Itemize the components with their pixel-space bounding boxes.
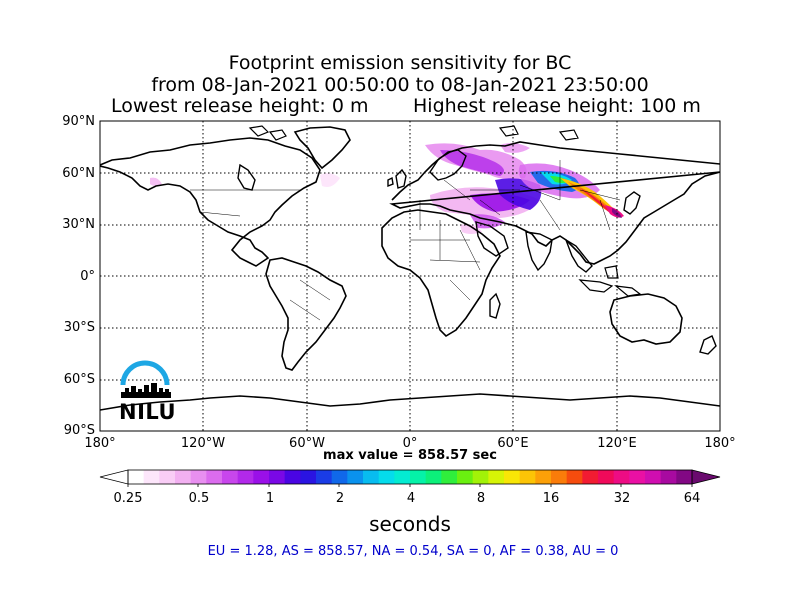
- colorbar-swatch: [159, 470, 176, 484]
- coast-japan: [623, 191, 641, 215]
- colorbar-swatch: [613, 470, 630, 484]
- coast-greenland: [293, 126, 351, 170]
- coast-madagascar: [489, 292, 501, 319]
- coast-australia: [609, 293, 683, 345]
- colorbar-tick-4: 4: [406, 491, 416, 506]
- lat-label-90s: 90°S: [63, 423, 95, 438]
- colorbar-tick-6: 16: [542, 491, 560, 506]
- nilu-logo: [120, 360, 171, 398]
- lat-label-90n: 90°N: [62, 114, 95, 129]
- colorbar-swatch: [253, 470, 270, 484]
- colorbar-swatch: [363, 470, 380, 484]
- colorbar-tick-3: 2: [335, 491, 345, 506]
- colorbar-swatch: [660, 470, 677, 484]
- colorbar-swatch: [300, 470, 317, 484]
- max-value-label: max value = 858.57 sec: [323, 448, 497, 463]
- lat-label-30n: 30°N: [62, 217, 95, 232]
- colorbar-swatch: [284, 470, 301, 484]
- lon-label-180w: 180°: [84, 436, 116, 451]
- coastlines: [100, 125, 720, 411]
- colorbar-swatch: [128, 470, 145, 484]
- colorbar-tick-8: 64: [683, 491, 701, 506]
- colorbar-swatch: [551, 470, 568, 484]
- lon-label-120e: 120°E: [597, 436, 637, 451]
- colorbar-swatch: [457, 470, 474, 484]
- colorbar-swatch: [629, 470, 646, 484]
- lat-label-30s: 30°S: [63, 320, 95, 335]
- coast-arctic-islands: [248, 125, 579, 141]
- colorbar-swatch: [378, 470, 395, 484]
- lowest-release-height: Lowest release height: 0 m: [111, 95, 369, 117]
- coast-scandinavia: [429, 149, 467, 181]
- lon-label-0: 0°: [402, 436, 418, 451]
- colorbar-swatch: [410, 470, 427, 484]
- colorbar-swatch: [206, 470, 223, 484]
- coast-india: [525, 231, 553, 272]
- colorbar-swatch: [488, 470, 505, 484]
- highest-release-height: Highest release height: 100 m: [413, 95, 701, 117]
- lat-label-60s: 60°S: [63, 372, 95, 387]
- colorbar-swatch: [237, 470, 254, 484]
- coast-british-isles: [387, 168, 407, 189]
- colorbar-swatch: [504, 470, 521, 484]
- lat-label-60n: 60°N: [62, 166, 95, 181]
- coast-arabia: [475, 221, 509, 257]
- colorbar-swatch: [316, 470, 333, 484]
- colorbar-swatch: [190, 470, 207, 484]
- colorbar-max-arrow-icon: [691, 469, 721, 485]
- colorbar-swatch: [394, 470, 411, 484]
- colorbar-swatch: [472, 470, 489, 484]
- colorbar-swatch: [535, 470, 552, 484]
- colorbar-tick-2: 1: [265, 491, 275, 506]
- colorbar-swatch: [582, 470, 599, 484]
- colorbar-min-arrow-icon: [99, 469, 129, 485]
- colorbar-swatch: [519, 470, 536, 484]
- logo-arc-icon: [120, 360, 170, 386]
- colorbar-swatch: [269, 470, 286, 484]
- title-line-2: from 08-Jan-2021 00:50:00 to 08-Jan-2021…: [151, 74, 649, 96]
- colorbar: [99, 469, 721, 487]
- coast-north-america: [100, 137, 321, 267]
- colorbar-tick-7: 32: [613, 491, 631, 506]
- colorbar-swatch: [676, 470, 693, 484]
- colorbar-swatch: [441, 470, 458, 484]
- coast-africa: [381, 209, 501, 338]
- coast-antarctica: [100, 393, 720, 411]
- colorbar-swatch: [143, 470, 160, 484]
- colorbar-tick-1: 0.5: [188, 491, 210, 506]
- coast-new-zealand: [699, 335, 717, 355]
- logo-skyline-icon: [121, 383, 171, 398]
- lat-label-0: 0°: [80, 269, 95, 284]
- colorbar-swatch: [175, 470, 192, 484]
- nilu-logo-text: NILU: [119, 400, 177, 424]
- colorbar-units: seconds: [369, 512, 451, 536]
- lon-label-60e: 60°E: [497, 436, 529, 451]
- colorbar-swatch: [645, 470, 662, 484]
- lon-label-180e: 180°: [704, 436, 736, 451]
- colorbar-swatch: [598, 470, 615, 484]
- coast-indonesia: [578, 265, 642, 297]
- coast-se-asia: [564, 238, 593, 273]
- colorbar-swatch: [566, 470, 583, 484]
- colorbar-swatch: [425, 470, 442, 484]
- colorbar-tick-0: 0.25: [113, 491, 143, 506]
- colorbar-swatch: [331, 470, 348, 484]
- lon-label-120w: 120°W: [180, 436, 226, 451]
- title-line-1: Footprint emission sensitivity for BC: [228, 52, 572, 74]
- country-borders: [190, 160, 621, 321]
- lon-label-60w: 60°W: [289, 436, 325, 451]
- coast-south-america: [265, 257, 347, 371]
- colorbar-swatch: [347, 470, 364, 484]
- colorbar-tick-5: 8: [476, 491, 486, 506]
- grid-lines: [100, 121, 720, 431]
- colorbar-swatch: [222, 470, 239, 484]
- map-frame: [99, 120, 721, 432]
- coast-eurasia: [389, 141, 720, 265]
- region-summary: EU = 1.28, AS = 858.57, NA = 0.54, SA = …: [207, 544, 619, 559]
